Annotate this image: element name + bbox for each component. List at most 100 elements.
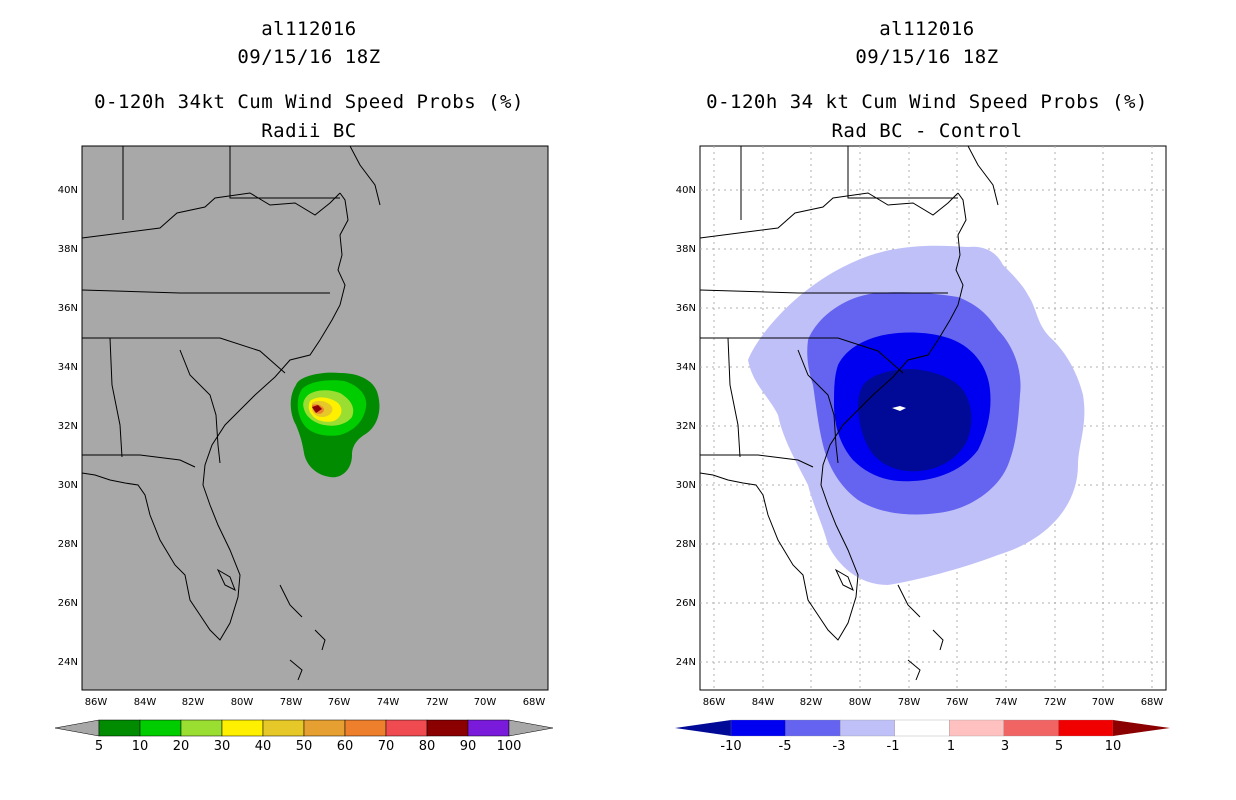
colorbar-label: -1 (887, 739, 900, 754)
difference-map: 40N 38N 36N 34N 32N 30N 28N 26N 24N 86W … (676, 145, 1167, 708)
colorbar-swatch (894, 719, 950, 737)
lon-label: 72W (1044, 697, 1067, 708)
colorbar-labels: 5 10 20 30 40 50 60 70 80 90 100 (95, 739, 522, 754)
datetime-title: 09/15/16 18Z (855, 46, 999, 68)
lat-label: 24N (676, 657, 696, 668)
colorbar-swatch (730, 719, 786, 737)
lat-label: 28N (58, 539, 78, 550)
lon-label: 80W (231, 697, 254, 708)
lon-label: 80W (849, 697, 872, 708)
probability-colorbar: 5 10 20 30 40 50 60 70 80 90 100 (55, 719, 554, 754)
subtitle: Rad BC - Control (831, 120, 1023, 142)
colorbar-label: -3 (833, 739, 846, 754)
lat-label: 40N (676, 185, 696, 196)
storm-id-title: al112016 (879, 18, 975, 40)
lon-label: 76W (328, 697, 351, 708)
coastlines (699, 145, 999, 681)
colorbar-label: 50 (296, 739, 313, 754)
colorbar-high-end (508, 719, 554, 737)
lon-label: 82W (800, 697, 823, 708)
coastlines (81, 145, 381, 681)
lon-label: 86W (85, 697, 108, 708)
colorbar-swatch (785, 719, 841, 737)
colorbar-label: 60 (337, 739, 354, 754)
colorbar-swatches (730, 719, 1114, 737)
lon-label: 68W (523, 697, 546, 708)
lat-label: 32N (676, 421, 696, 432)
colorbar-label: 70 (378, 739, 395, 754)
colorbar-swatch (303, 719, 346, 737)
colorbar-swatch (98, 719, 141, 737)
colorbar-high-end (1113, 720, 1170, 736)
probability-contours (290, 372, 380, 478)
colorbar-label: -5 (779, 739, 792, 754)
latitude-labels: 40N 38N 36N 34N 32N 30N 28N 26N 24N (58, 185, 78, 668)
colorbar-low-end (55, 719, 100, 737)
lat-label: 34N (58, 362, 78, 373)
lat-label: 36N (676, 303, 696, 314)
colorbar-swatch (180, 719, 223, 737)
colorbar-label: 10 (132, 739, 149, 754)
colorbar-swatch (262, 719, 305, 737)
colorbar-label: 40 (255, 739, 272, 754)
colorbar-swatch (221, 719, 264, 737)
right-panel: al112016 09/15/16 18Z 0-120h 34 kt Cum W… (618, 0, 1236, 800)
contour-center-spot (892, 406, 906, 411)
colorbar-swatch (344, 719, 387, 737)
lat-label: 28N (676, 539, 696, 550)
lat-label: 40N (58, 185, 78, 196)
lat-label: 34N (676, 362, 696, 373)
colorbar-label: 80 (419, 739, 436, 754)
colorbar-swatch (385, 719, 428, 737)
lat-label: 36N (58, 303, 78, 314)
difference-contours (748, 245, 1085, 586)
colorbar-low-end (675, 720, 731, 736)
lon-label: 70W (1092, 697, 1115, 708)
colorbar-swatch (139, 719, 182, 737)
lat-label: 30N (676, 480, 696, 491)
lat-label: 32N (58, 421, 78, 432)
lon-label: 78W (898, 697, 921, 708)
lon-label: 82W (182, 697, 205, 708)
subtitle: Radii BC (261, 120, 357, 142)
colorbar-label: -10 (720, 739, 741, 754)
left-panel: al112016 09/15/16 18Z 0-120h 34kt Cum Wi… (55, 18, 554, 754)
colorbar-labels: -10 -5 -3 -1 1 3 5 10 (720, 739, 1121, 754)
lon-label: 84W (752, 697, 775, 708)
lat-label: 26N (58, 598, 78, 609)
colorbar-swatches (98, 719, 510, 737)
colorbar-swatch (949, 719, 1005, 737)
lat-label: 38N (58, 244, 78, 255)
colorbar-label: 1 (947, 739, 955, 754)
colorbar-label: 90 (460, 739, 477, 754)
longitude-labels: 86W 84W 82W 80W 78W 76W 74W 72W 70W 68W (85, 697, 546, 708)
colorbar-label: 5 (1055, 739, 1063, 754)
probability-map: 40N 38N 36N 34N 32N 30N 28N 26N 24N 86W … (58, 145, 549, 708)
contour-minus10 (858, 369, 972, 472)
lon-label: 74W (995, 697, 1018, 708)
colorbar-label: 20 (173, 739, 190, 754)
lat-label: 26N (676, 598, 696, 609)
lon-label: 70W (474, 697, 497, 708)
lat-label: 38N (676, 244, 696, 255)
colorbar-swatch (1058, 719, 1114, 737)
product-title: 0-120h 34kt Cum Wind Speed Probs (%) (94, 91, 524, 113)
colorbar-label: 10 (1105, 739, 1122, 754)
colorbar-swatch (467, 719, 510, 737)
colorbar-label: 30 (214, 739, 231, 754)
lon-label: 86W (703, 697, 726, 708)
lon-label: 78W (280, 697, 303, 708)
latitude-labels: 40N 38N 36N 34N 32N 30N 28N 26N 24N (676, 185, 696, 668)
difference-colorbar: -10 -5 -3 -1 1 3 5 10 (675, 719, 1170, 754)
contour-80pct (312, 405, 322, 413)
lat-label: 24N (58, 657, 78, 668)
datetime-title: 09/15/16 18Z (237, 46, 381, 68)
lon-label: 84W (134, 697, 157, 708)
lon-label: 76W (946, 697, 969, 708)
longitude-labels: 86W 84W 82W 80W 78W 76W 74W 72W 70W 68W (703, 697, 1164, 708)
lon-label: 68W (1141, 697, 1164, 708)
product-title: 0-120h 34 kt Cum Wind Speed Probs (%) (706, 91, 1148, 113)
colorbar-label: 3 (1001, 739, 1009, 754)
colorbar-swatch (839, 719, 895, 737)
colorbar-label: 5 (95, 739, 103, 754)
